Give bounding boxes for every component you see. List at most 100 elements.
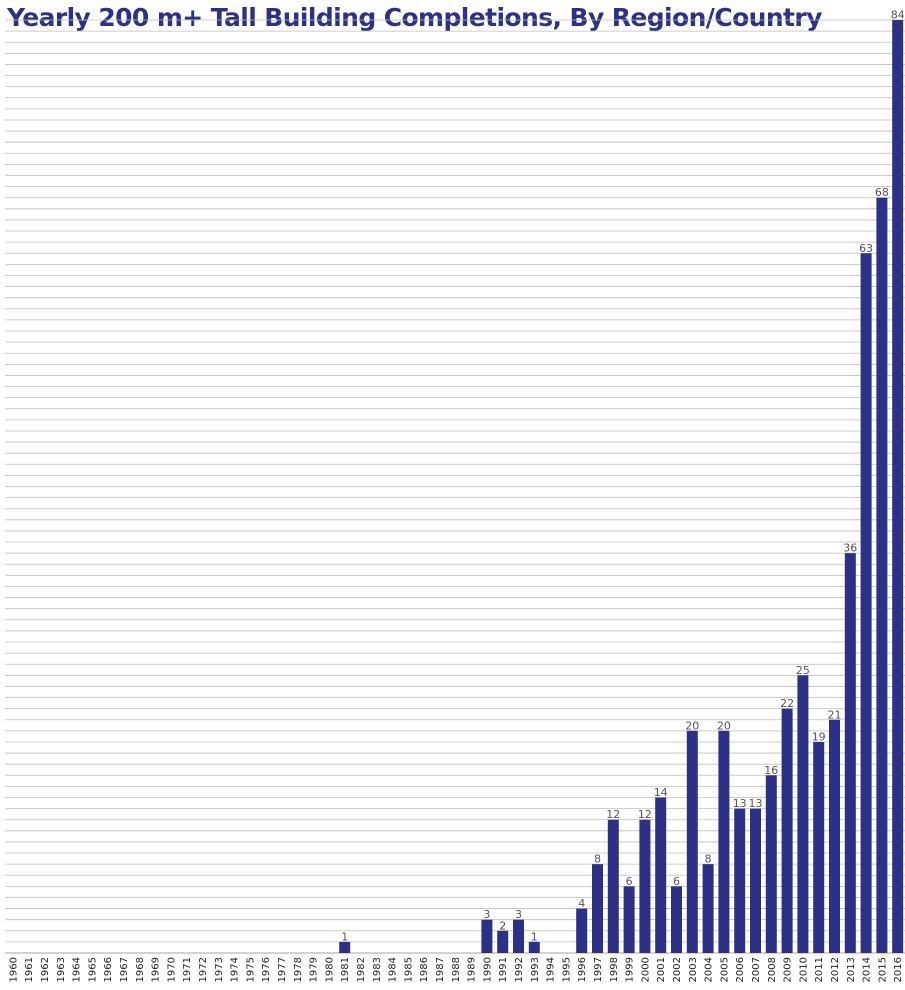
x-tick-label: 2012 [830,957,841,982]
x-tick-label: 2004 [704,957,715,982]
x-tick-label: 1969 [151,957,162,982]
x-tick-label: 1991 [498,957,509,982]
x-tick-label: 1990 [482,957,493,982]
x-tick-label: 2005 [719,957,730,982]
bar [781,708,793,953]
data-label: 2 [499,919,506,932]
x-tick-label: 1992 [514,957,525,982]
x-tick-label: 1994 [546,957,557,982]
gridlines [5,19,905,954]
x-tick-label: 2003 [688,957,699,982]
x-tick-label: 2010 [798,957,809,982]
bar [718,730,730,953]
data-label: 6 [626,875,633,888]
x-tick-label: 1998 [609,957,620,982]
bar [497,930,509,953]
x-tick-label: 2014 [862,957,873,982]
bar [592,864,603,953]
x-tick-label: 1979 [309,957,320,982]
x-tick-label: 1983 [372,957,383,982]
data-label: 3 [483,908,490,921]
x-tick-label: 1999 [625,957,636,982]
data-label: 6 [673,875,680,888]
bar [734,808,746,953]
x-tick-label: 1966 [103,957,114,982]
x-tick-label: 1963 [56,957,67,982]
x-tick-label: 2013 [846,957,857,982]
x-tick-label: 2015 [877,957,888,982]
data-label: 84 [891,9,905,22]
bar [576,908,588,953]
bar [876,197,888,953]
data-label: 22 [780,697,794,710]
data-label: 12 [606,808,620,821]
data-label: 21 [828,708,842,721]
bar [829,719,840,953]
data-label: 13 [749,797,763,810]
bar [513,919,524,953]
x-tick-label: 1986 [419,957,430,982]
bar [844,553,856,953]
data-label: 1 [341,930,348,943]
bar [481,919,493,953]
x-tick-label: 1968 [135,957,146,982]
x-tick-label: 2002 [672,957,683,982]
data-label: 36 [843,542,857,555]
x-tick-label: 1961 [24,957,35,982]
x-tick-label: 2006 [735,957,746,982]
x-tick-labels: 1960 1961 1962 1963 1964 1965 1966 1967 1968 1969… [8,957,904,982]
x-tick-label: 1981 [340,957,351,982]
x-tick-label: 2001 [656,957,667,982]
x-tick-label: 2011 [814,957,825,982]
bar [528,941,540,953]
x-tick-label: 2016 [893,957,904,982]
x-tick-label: 2007 [751,957,762,982]
bar [765,775,777,953]
x-tick-label: 1985 [403,957,414,982]
x-tick-label: 1975 [245,957,256,982]
data-label: 13 [733,797,747,810]
x-tick-label: 1964 [72,957,83,982]
x-tick-label: 1960 [8,957,19,982]
bar [655,797,667,953]
data-label: 1 [531,930,538,943]
x-tick-label: 1980 [324,957,335,982]
data-label: 12 [638,808,652,821]
bar [607,819,619,953]
x-tick-label: 1993 [530,957,541,982]
x-tick-label: 1977 [277,957,288,982]
data-label: 20 [717,719,731,732]
x-tick-label: 1972 [198,957,209,982]
data-label: 20 [685,719,699,732]
data-label: 63 [859,242,873,255]
bar [813,741,825,953]
bar [702,864,714,953]
bar [750,808,761,953]
x-tick-label: 2008 [767,957,778,982]
bar [892,20,904,953]
chart-title: Yearly 200 m+ Tall Building Completions,… [7,3,822,32]
data-label: 8 [594,853,601,866]
x-tick-label: 1967 [119,957,130,982]
x-tick-label: 1962 [40,957,51,982]
x-tick-label: 1995 [561,957,572,982]
bar [797,675,809,953]
x-tick-label: 1974 [230,957,241,982]
x-tick-label: 1989 [467,957,478,982]
x-tick-label: 1988 [451,957,462,982]
data-label: 19 [812,730,826,743]
data-label: 16 [764,764,778,777]
bars [339,20,904,953]
x-tick-label: 1971 [182,957,193,982]
data-label: 25 [796,664,810,677]
bar [671,886,682,953]
x-tick-label: 1973 [214,957,225,982]
x-tick-label: 1978 [293,957,304,982]
x-tick-label: 2000 [640,957,651,982]
x-tick-label: 1976 [261,957,272,982]
x-tick-label: 1996 [577,957,588,982]
bar [623,886,635,953]
data-label: 8 [705,853,712,866]
